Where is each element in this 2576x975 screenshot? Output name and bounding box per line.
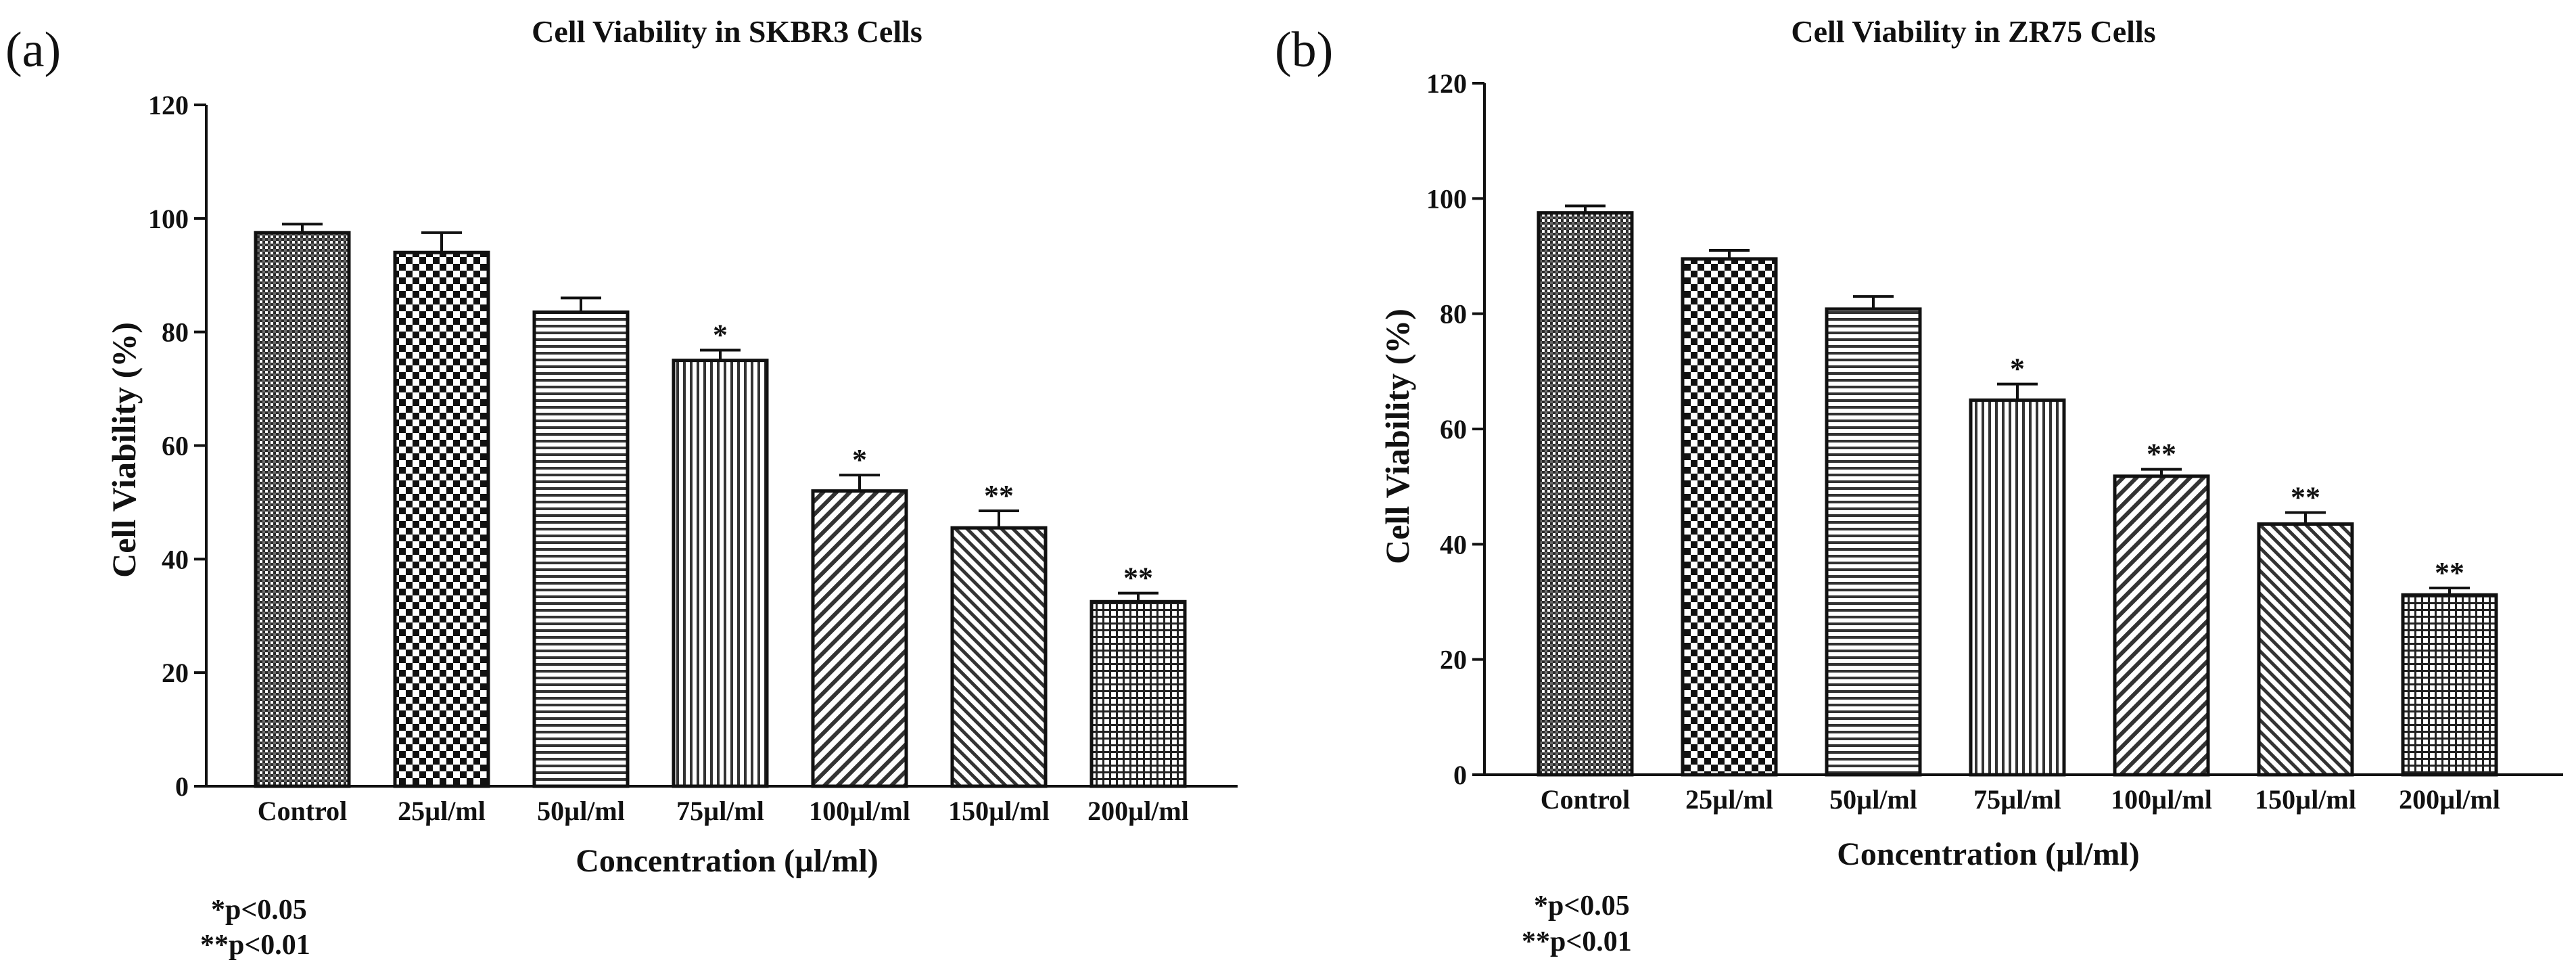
bar-200µl/ml bbox=[1090, 599, 1187, 788]
x-tick-label: Control bbox=[1541, 784, 1631, 815]
x-tick-label: 100µl/ml bbox=[809, 796, 910, 826]
y-tick-label: 20 bbox=[1440, 645, 1467, 675]
y-axis-label-b: Cell Viability (%) bbox=[1378, 309, 1416, 564]
error-bar bbox=[1565, 204, 1606, 213]
significance-label: * bbox=[713, 319, 728, 352]
chart-skbr3: (a) Cell Viability in SKBR3 Cells Cell V… bbox=[5, 14, 1238, 961]
y-tick-label: 100 bbox=[148, 204, 189, 234]
x-tick-label: 150µl/ml bbox=[948, 796, 1050, 826]
y-tick-label: 120 bbox=[1426, 68, 1467, 99]
bar-25µl/ml bbox=[393, 250, 490, 788]
x-axis-label-b: Concentration (µl/ml) bbox=[1837, 836, 2140, 872]
x-tick-label: 75µl/ml bbox=[1973, 784, 2061, 815]
p-note-2-a: **p<0.01 bbox=[200, 930, 310, 961]
x-tick-label: 150µl/ml bbox=[2255, 784, 2356, 815]
error-bar bbox=[1118, 591, 1158, 602]
y-tick-label: 60 bbox=[162, 431, 189, 461]
x-tick-label: 100µl/ml bbox=[2111, 784, 2212, 815]
error-bar bbox=[421, 231, 462, 253]
panel-label-b: (b) bbox=[1275, 22, 1333, 78]
bar-25µl/ml bbox=[1681, 257, 1778, 777]
error-bar bbox=[2141, 468, 2182, 476]
error-bar bbox=[1709, 248, 1750, 259]
plot-area-a: 0 20 40 60 80 100 120 Control 25µl/ml 50µl/ml * 75µ… bbox=[148, 90, 1238, 826]
p-note-2-b: **p<0.01 bbox=[1522, 926, 1632, 957]
x-axis-label-a: Concentration (µl/ml) bbox=[576, 843, 879, 879]
error-bar bbox=[2285, 511, 2326, 524]
significance-label: ** bbox=[2291, 480, 2320, 514]
significance-label: * bbox=[2010, 353, 2025, 386]
y-tick-label: 0 bbox=[175, 771, 189, 802]
y-tick-label: 100 bbox=[1426, 183, 1467, 214]
significance-label: ** bbox=[2147, 438, 2176, 471]
bar-100µl/ml bbox=[2113, 474, 2210, 777]
y-axis-label-a: Cell Viability (%) bbox=[105, 322, 143, 578]
bar-Control bbox=[254, 231, 351, 788]
y-tick-label: 80 bbox=[1440, 299, 1467, 330]
x-tick-label: 25µl/ml bbox=[1685, 784, 1773, 815]
x-tick-label: 50µl/ml bbox=[1829, 784, 1917, 815]
chart-title-a: Cell Viability in SKBR3 Cells bbox=[532, 14, 922, 49]
error-bar bbox=[2429, 587, 2470, 595]
y-tick-label: 0 bbox=[1453, 760, 1467, 790]
bar-50µl/ml bbox=[532, 310, 630, 788]
bar-Control bbox=[1537, 211, 1634, 777]
significance-label: ** bbox=[1123, 562, 1153, 595]
y-tick-label: 120 bbox=[148, 90, 189, 120]
x-tick-label: 200µl/ml bbox=[1087, 796, 1189, 826]
y-tick-label: 40 bbox=[162, 544, 189, 574]
bar-100µl/ml bbox=[811, 489, 908, 788]
bar-200µl/ml bbox=[2401, 593, 2498, 777]
error-bar bbox=[700, 348, 741, 361]
chart-zr75: (b) Cell Viability in ZR75 Cells Cell Vi… bbox=[1275, 14, 2563, 957]
significance-label: * bbox=[852, 443, 867, 476]
p-note-1-a: *p<0.05 bbox=[211, 894, 307, 926]
y-tick-label: 60 bbox=[1440, 414, 1467, 445]
bar-150µl/ml bbox=[950, 526, 1048, 788]
error-bar bbox=[1853, 295, 1894, 309]
panel-label-a: (a) bbox=[5, 22, 61, 78]
y-tick-label: 40 bbox=[1440, 529, 1467, 560]
significance-label: ** bbox=[984, 479, 1014, 512]
y-tick-label: 20 bbox=[162, 658, 189, 688]
error-bar bbox=[282, 223, 323, 233]
plot-area-b: 0 20 40 60 80 100 120 Control 25µl/ml 50µl/ml * 75µ… bbox=[1426, 68, 2563, 815]
error-bar bbox=[1997, 382, 2038, 401]
error-bar bbox=[561, 296, 601, 313]
bar-75µl/ml bbox=[1969, 398, 2066, 777]
x-tick-label: 25µl/ml bbox=[398, 796, 486, 826]
x-tick-label: 200µl/ml bbox=[2399, 784, 2500, 815]
p-note-1-b: *p<0.05 bbox=[1534, 890, 1630, 922]
chart-title-b: Cell Viability in ZR75 Cells bbox=[1791, 14, 2155, 49]
bar-150µl/ml bbox=[2257, 522, 2354, 777]
x-tick-label: 50µl/ml bbox=[537, 796, 625, 826]
x-tick-label: Control bbox=[258, 796, 348, 826]
error-bar bbox=[839, 474, 880, 491]
significance-label: ** bbox=[2435, 556, 2464, 589]
error-bar bbox=[979, 509, 1019, 528]
bar-50µl/ml bbox=[1825, 307, 1922, 777]
x-tick-label: 75µl/ml bbox=[676, 796, 764, 826]
y-tick-label: 80 bbox=[162, 317, 189, 348]
bar-75µl/ml bbox=[672, 359, 769, 788]
